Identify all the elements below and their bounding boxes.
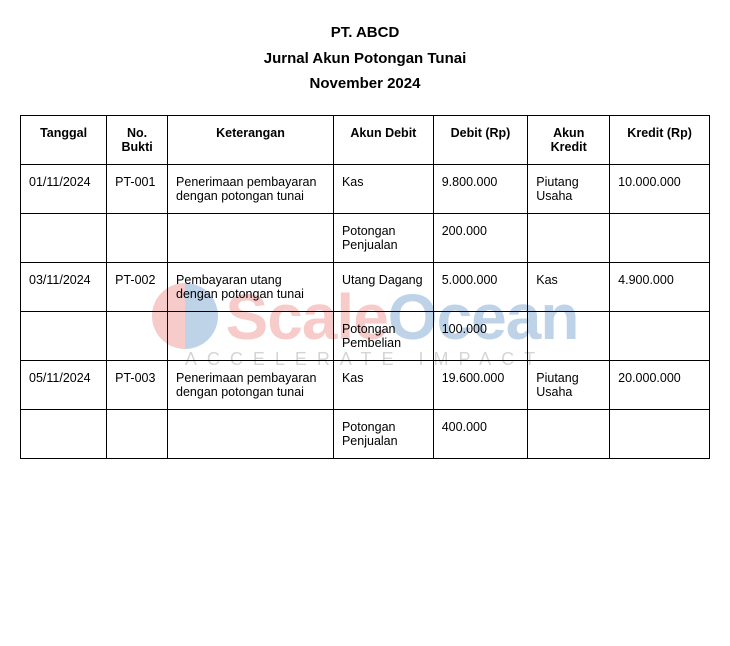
col-header-akun-kredit: Akun Kredit	[528, 115, 610, 164]
cell-debit-rp: 19.600.000	[433, 360, 528, 409]
col-header-keterangan: Keterangan	[168, 115, 334, 164]
cell-akun-kredit	[528, 311, 610, 360]
cell-keterangan	[168, 213, 334, 262]
cell-keterangan: Penerimaan pembayaran dengan potongan tu…	[168, 164, 334, 213]
cell-akun-debit: Potongan Pembelian	[333, 311, 433, 360]
cell-tanggal: 03/11/2024	[21, 262, 107, 311]
cell-kredit-rp: 4.900.000	[610, 262, 710, 311]
col-header-kredit-rp: Kredit (Rp)	[610, 115, 710, 164]
table-row: Potongan Penjualan 200.000	[21, 213, 710, 262]
cell-no-bukti	[107, 311, 168, 360]
cell-kredit-rp: 10.000.000	[610, 164, 710, 213]
cell-no-bukti	[107, 213, 168, 262]
cell-no-bukti: PT-002	[107, 262, 168, 311]
cell-tanggal: 01/11/2024	[21, 164, 107, 213]
cell-akun-kredit	[528, 213, 610, 262]
cell-akun-kredit: Piutang Usaha	[528, 164, 610, 213]
cell-no-bukti: PT-001	[107, 164, 168, 213]
cell-keterangan: Penerimaan pembayaran dengan potongan tu…	[168, 360, 334, 409]
cell-keterangan: Pembayaran utang dengan potongan tunai	[168, 262, 334, 311]
cell-no-bukti	[107, 409, 168, 458]
period: November 2024	[20, 71, 710, 97]
col-header-no-bukti: No. Bukti	[107, 115, 168, 164]
journal-title: Jurnal Akun Potongan Tunai	[20, 46, 710, 72]
cell-debit-rp: 5.000.000	[433, 262, 528, 311]
cell-kredit-rp: 20.000.000	[610, 360, 710, 409]
company-name: PT. ABCD	[20, 20, 710, 46]
cell-akun-debit: Utang Dagang	[333, 262, 433, 311]
cell-debit-rp: 9.800.000	[433, 164, 528, 213]
cell-tanggal	[21, 311, 107, 360]
cell-akun-debit: Potongan Penjualan	[333, 213, 433, 262]
cell-debit-rp: 100.000	[433, 311, 528, 360]
cell-kredit-rp	[610, 213, 710, 262]
table-row: Potongan Penjualan 400.000	[21, 409, 710, 458]
table-row: 01/11/2024 PT-001 Penerimaan pembayaran …	[21, 164, 710, 213]
table-row: 03/11/2024 PT-002 Pembayaran utang denga…	[21, 262, 710, 311]
cell-akun-debit: Potongan Penjualan	[333, 409, 433, 458]
col-header-akun-debit: Akun Debit	[333, 115, 433, 164]
journal-table: Tanggal No. Bukti Keterangan Akun Debit …	[20, 115, 710, 459]
cell-kredit-rp	[610, 409, 710, 458]
cell-akun-kredit	[528, 409, 610, 458]
cell-debit-rp: 200.000	[433, 213, 528, 262]
table-body: 01/11/2024 PT-001 Penerimaan pembayaran …	[21, 164, 710, 458]
cell-akun-kredit: Kas	[528, 262, 610, 311]
cell-keterangan	[168, 409, 334, 458]
cell-akun-debit: Kas	[333, 360, 433, 409]
document-header: PT. ABCD Jurnal Akun Potongan Tunai Nove…	[20, 20, 710, 97]
cell-kredit-rp	[610, 311, 710, 360]
table-row: 05/11/2024 PT-003 Penerimaan pembayaran …	[21, 360, 710, 409]
col-header-debit-rp: Debit (Rp)	[433, 115, 528, 164]
table-header-row: Tanggal No. Bukti Keterangan Akun Debit …	[21, 115, 710, 164]
col-header-tanggal: Tanggal	[21, 115, 107, 164]
cell-tanggal	[21, 213, 107, 262]
cell-debit-rp: 400.000	[433, 409, 528, 458]
cell-akun-kredit: Piutang Usaha	[528, 360, 610, 409]
cell-akun-debit: Kas	[333, 164, 433, 213]
cell-tanggal: 05/11/2024	[21, 360, 107, 409]
table-row: Potongan Pembelian 100.000	[21, 311, 710, 360]
cell-keterangan	[168, 311, 334, 360]
cell-tanggal	[21, 409, 107, 458]
cell-no-bukti: PT-003	[107, 360, 168, 409]
